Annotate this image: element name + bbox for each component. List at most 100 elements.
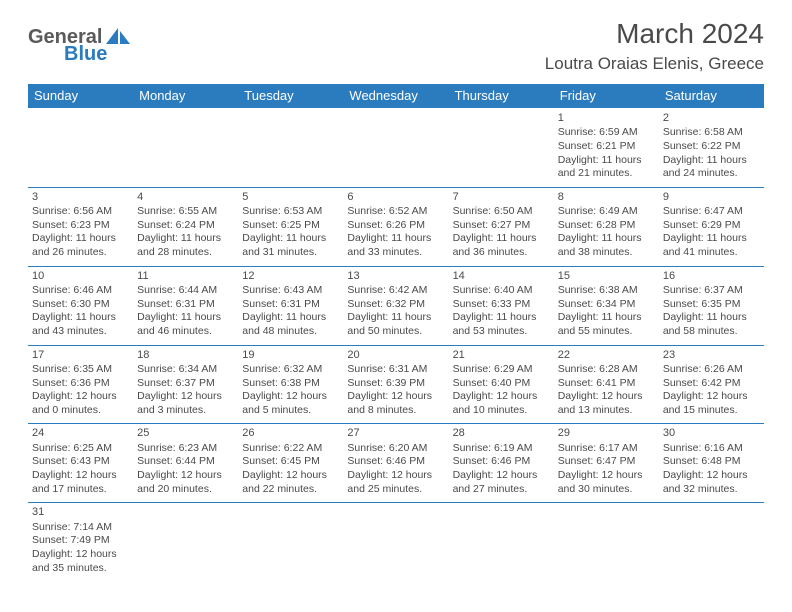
sunset-line: Sunset: 6:32 PM: [347, 298, 444, 312]
calendar-cell: 6Sunrise: 6:52 AMSunset: 6:26 PMDaylight…: [343, 187, 448, 266]
sunrise-line: Sunrise: 6:17 AM: [558, 442, 655, 456]
calendar-cell: [238, 503, 343, 581]
daylight-line: Daylight: 11 hours and 50 minutes.: [347, 311, 444, 338]
day-number: 4: [137, 190, 234, 204]
daylight-line: Daylight: 12 hours and 30 minutes.: [558, 469, 655, 496]
day-number: 16: [663, 269, 760, 283]
day-number: 3: [32, 190, 129, 204]
sunrise-line: Sunrise: 6:55 AM: [137, 205, 234, 219]
day-number: 29: [558, 426, 655, 440]
calendar-cell: 29Sunrise: 6:17 AMSunset: 6:47 PMDayligh…: [554, 424, 659, 503]
daylight-line: Daylight: 12 hours and 22 minutes.: [242, 469, 339, 496]
dayname-fri: Friday: [554, 84, 659, 108]
day-number: 13: [347, 269, 444, 283]
daylight-line: Daylight: 11 hours and 28 minutes.: [137, 232, 234, 259]
calendar-row: 1Sunrise: 6:59 AMSunset: 6:21 PMDaylight…: [28, 108, 764, 188]
daylight-line: Daylight: 12 hours and 0 minutes.: [32, 390, 129, 417]
day-number: 12: [242, 269, 339, 283]
day-number: 27: [347, 426, 444, 440]
sunset-line: Sunset: 6:24 PM: [137, 219, 234, 233]
calendar-table: Sunday Monday Tuesday Wednesday Thursday…: [28, 84, 764, 581]
sunrise-line: Sunrise: 6:44 AM: [137, 284, 234, 298]
sunrise-line: Sunrise: 6:59 AM: [558, 126, 655, 140]
dayname-thu: Thursday: [449, 84, 554, 108]
calendar-cell: 27 Sunrise: 6:20 AMSunset: 6:46 PMDayligh…: [343, 424, 448, 503]
logo-text-blue: Blue: [64, 44, 132, 64]
calendar-cell: 19Sunrise: 6:32 AMSunset: 6:38 PMDayligh…: [238, 345, 343, 424]
day-number: 8: [558, 190, 655, 204]
calendar-cell: [28, 108, 133, 188]
sunset-line: Sunset: 6:43 PM: [32, 455, 129, 469]
day-number: 28: [453, 426, 550, 440]
sunrise-line: Sunrise: 6:40 AM: [453, 284, 550, 298]
sunset-line: Sunset: 6:46 PM: [347, 455, 444, 469]
daylight-line: Daylight: 12 hours and 15 minutes.: [663, 390, 760, 417]
calendar-cell: 9Sunrise: 6:47 AMSunset: 6:29 PMDaylight…: [659, 187, 764, 266]
daylight-line: Daylight: 11 hours and 33 minutes.: [347, 232, 444, 259]
calendar-cell: 16Sunrise: 6:37 AMSunset: 6:35 PMDayligh…: [659, 266, 764, 345]
calendar-cell: [133, 108, 238, 188]
calendar-cell: 15Sunrise: 6:38 AMSunset: 6:34 PMDayligh…: [554, 266, 659, 345]
calendar-row: 31Sunrise: 7:14 AMSunset: 7:49 PMDayligh…: [28, 503, 764, 581]
calendar-cell: 13Sunrise: 6:42 AMSunset: 6:32 PMDayligh…: [343, 266, 448, 345]
daylight-line: Daylight: 11 hours and 58 minutes.: [663, 311, 760, 338]
dayname-sun: Sunday: [28, 84, 133, 108]
day-number: 20: [347, 348, 444, 362]
daylight-line: Daylight: 12 hours and 5 minutes.: [242, 390, 339, 417]
calendar-cell: 26Sunrise: 6:22 AMSunset: 6:45 PMDayligh…: [238, 424, 343, 503]
daylight-line: Daylight: 11 hours and 38 minutes.: [558, 232, 655, 259]
day-number: 10: [32, 269, 129, 283]
sunset-line: Sunset: 6:34 PM: [558, 298, 655, 312]
daylight-line: Daylight: 11 hours and 43 minutes.: [32, 311, 129, 338]
calendar-cell: 12Sunrise: 6:43 AMSunset: 6:31 PMDayligh…: [238, 266, 343, 345]
calendar-cell: [238, 108, 343, 188]
calendar-cell: 3Sunrise: 6:56 AMSunset: 6:23 PMDaylight…: [28, 187, 133, 266]
day-number: 31: [32, 505, 129, 519]
day-number: 23: [663, 348, 760, 362]
day-number: 24: [32, 426, 129, 440]
calendar-cell: [449, 503, 554, 581]
sunrise-line: Sunrise: 6:20 AM: [347, 442, 444, 456]
sunset-line: Sunset: 6:33 PM: [453, 298, 550, 312]
sunrise-line: Sunrise: 7:14 AM: [32, 521, 129, 535]
sunrise-line: Sunrise: 6:34 AM: [137, 363, 234, 377]
daylight-line: Daylight: 11 hours and 48 minutes.: [242, 311, 339, 338]
daylight-line: Daylight: 12 hours and 17 minutes.: [32, 469, 129, 496]
sunset-line: Sunset: 6:48 PM: [663, 455, 760, 469]
daylight-line: Daylight: 12 hours and 25 minutes.: [347, 469, 444, 496]
daylight-line: Daylight: 11 hours and 36 minutes.: [453, 232, 550, 259]
calendar-row: 24Sunrise: 6:25 AMSunset: 6:43 PMDayligh…: [28, 424, 764, 503]
daylight-line: Daylight: 12 hours and 8 minutes.: [347, 390, 444, 417]
calendar-cell: 14Sunrise: 6:40 AMSunset: 6:33 PMDayligh…: [449, 266, 554, 345]
sunrise-line: Sunrise: 6:35 AM: [32, 363, 129, 377]
dayname-tue: Tuesday: [238, 84, 343, 108]
sunrise-line: Sunrise: 6:49 AM: [558, 205, 655, 219]
sunrise-line: Sunrise: 6:52 AM: [347, 205, 444, 219]
day-number: 5: [242, 190, 339, 204]
calendar-row: 10Sunrise: 6:46 AMSunset: 6:30 PMDayligh…: [28, 266, 764, 345]
daylight-line: Daylight: 11 hours and 55 minutes.: [558, 311, 655, 338]
calendar-cell: 25Sunrise: 6:23 AMSunset: 6:44 PMDayligh…: [133, 424, 238, 503]
daylight-line: Daylight: 11 hours and 46 minutes.: [137, 311, 234, 338]
sunrise-line: Sunrise: 6:28 AM: [558, 363, 655, 377]
daylight-line: Daylight: 12 hours and 27 minutes.: [453, 469, 550, 496]
sunset-line: Sunset: 6:40 PM: [453, 377, 550, 391]
sunset-line: Sunset: 6:25 PM: [242, 219, 339, 233]
sunrise-line: Sunrise: 6:37 AM: [663, 284, 760, 298]
calendar-body: 1Sunrise: 6:59 AMSunset: 6:21 PMDaylight…: [28, 108, 764, 582]
calendar-cell: 20Sunrise: 6:31 AMSunset: 6:39 PMDayligh…: [343, 345, 448, 424]
day-number: 14: [453, 269, 550, 283]
sunrise-line: Sunrise: 6:58 AM: [663, 126, 760, 140]
sunset-line: Sunset: 7:49 PM: [32, 534, 129, 548]
day-number: 26: [242, 426, 339, 440]
calendar-cell: 1Sunrise: 6:59 AMSunset: 6:21 PMDaylight…: [554, 108, 659, 188]
calendar-cell: 31Sunrise: 7:14 AMSunset: 7:49 PMDayligh…: [28, 503, 133, 581]
calendar-cell: 22Sunrise: 6:28 AMSunset: 6:41 PMDayligh…: [554, 345, 659, 424]
calendar-cell: 7Sunrise: 6:50 AMSunset: 6:27 PMDaylight…: [449, 187, 554, 266]
day-number: 15: [558, 269, 655, 283]
sunset-line: Sunset: 6:31 PM: [137, 298, 234, 312]
calendar-cell: [554, 503, 659, 581]
sunset-line: Sunset: 6:29 PM: [663, 219, 760, 233]
dayname-wed: Wednesday: [343, 84, 448, 108]
calendar-cell: 23Sunrise: 6:26 AMSunset: 6:42 PMDayligh…: [659, 345, 764, 424]
